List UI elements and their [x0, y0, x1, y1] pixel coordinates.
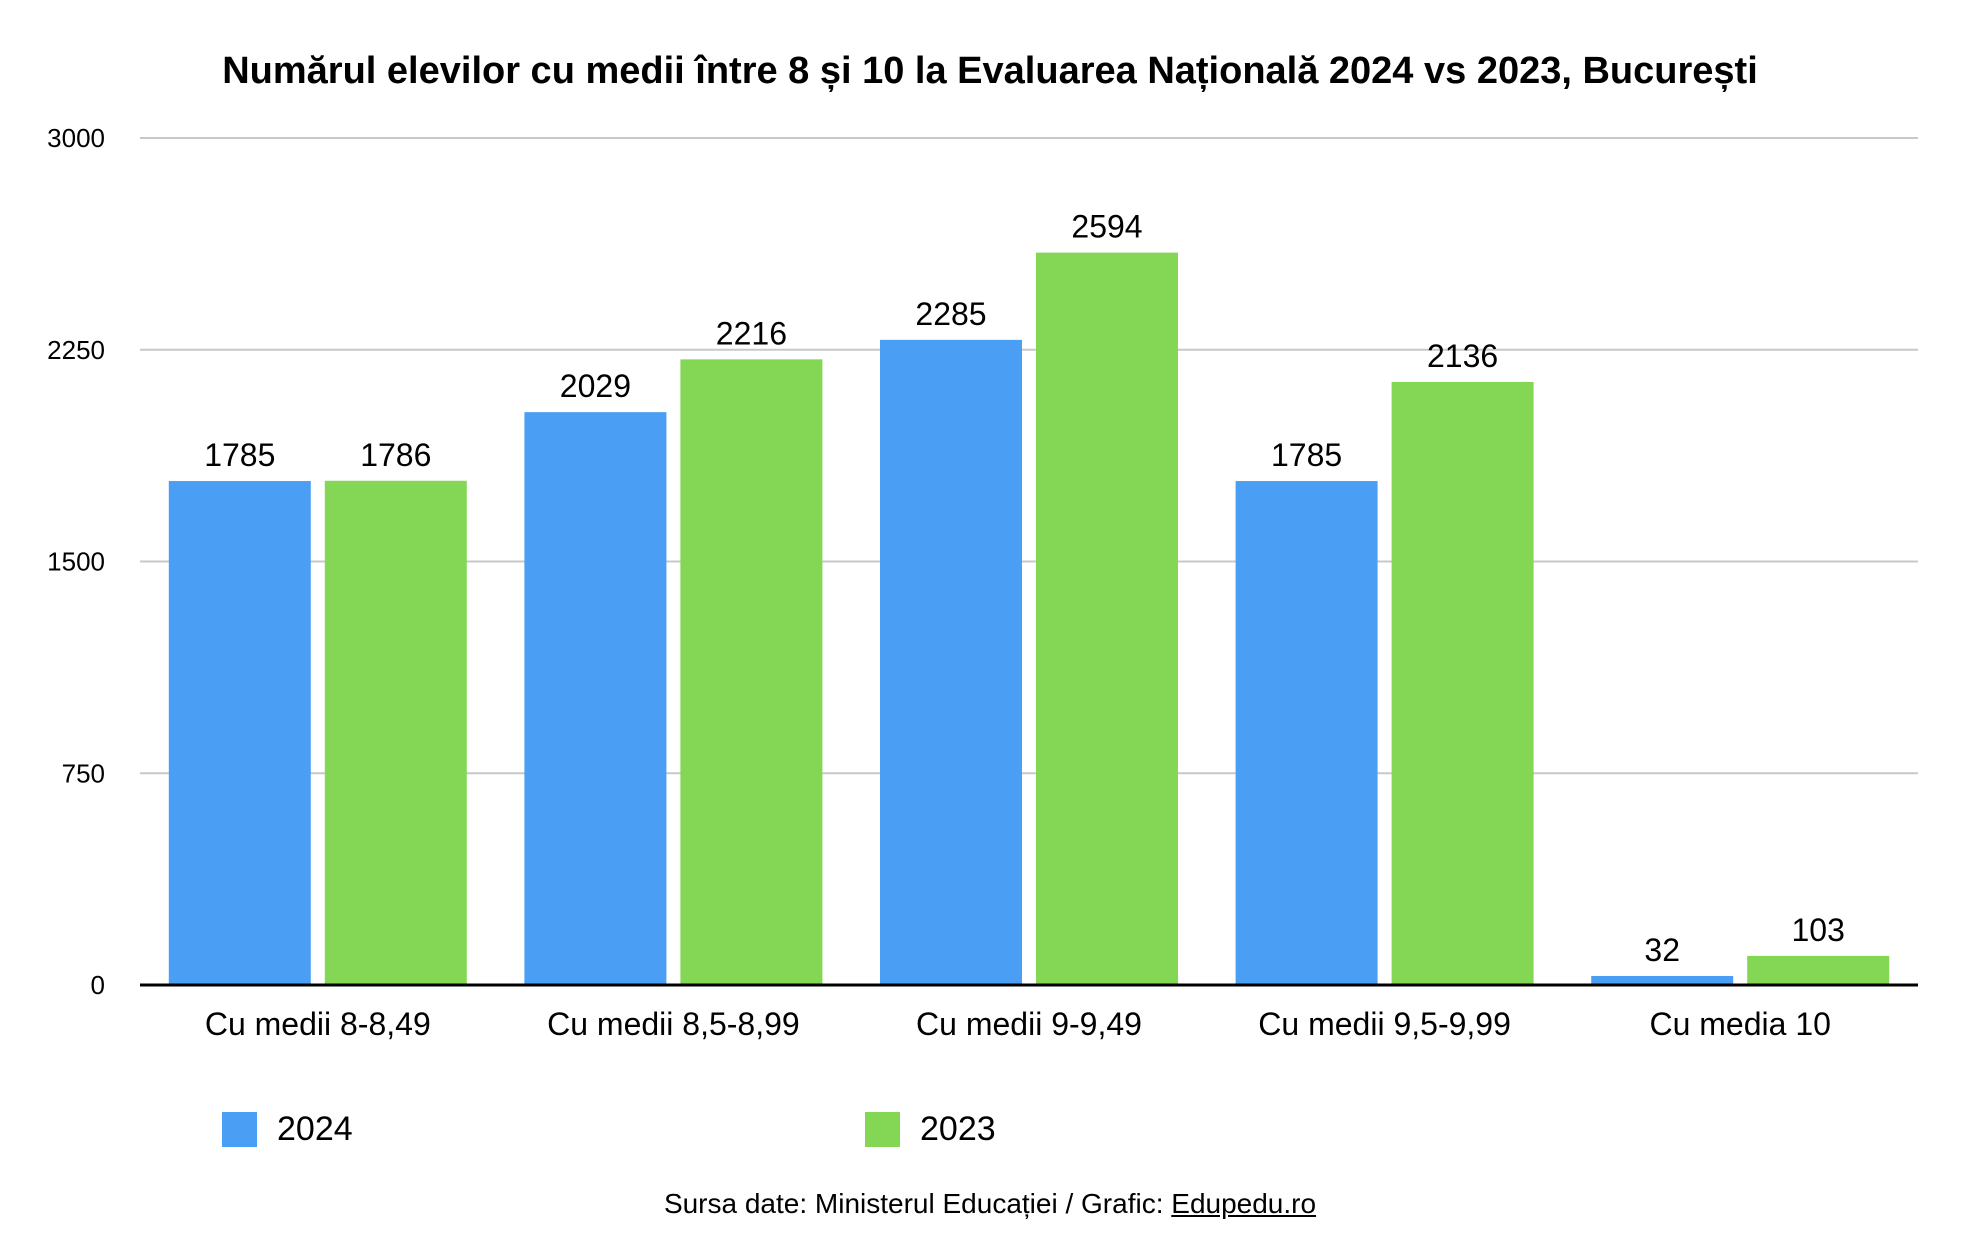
legend-swatch-2024	[222, 1112, 257, 1147]
y-tick-label: 0	[91, 970, 105, 1000]
bar-chart: 0 750 1500 2250 3000 1785 1786 2029 2216 2285 259…	[47, 123, 1918, 1042]
legend-item-2023: 2023	[865, 1110, 996, 1149]
legend-label-2024: 2024	[277, 1110, 353, 1148]
data-label-2024: 1785	[1271, 437, 1342, 473]
bar-2024	[524, 412, 667, 986]
x-tick-label: Cu medii 9-9,49	[916, 1006, 1142, 1042]
chart-title: Numărul elevilor cu medii între 8 și 10 …	[222, 50, 1758, 92]
data-label-2024: 1785	[204, 437, 275, 473]
bar-2023	[680, 359, 823, 985]
bar-2023	[1391, 381, 1534, 985]
data-label-2024: 2029	[560, 368, 631, 404]
data-label-2024: 32	[1644, 932, 1680, 968]
data-label-2023: 2216	[716, 315, 787, 351]
legend-label-2023: 2023	[920, 1110, 996, 1148]
y-tick-label: 2250	[47, 335, 105, 365]
data-label-2023: 1786	[360, 437, 431, 473]
legend: 2024 2023	[0, 1110, 1980, 1160]
y-axis-ticks: 0 750 1500 2250 3000	[47, 123, 105, 1000]
x-axis-ticks: Cu medii 8-8,49 Cu medii 8,5-8,99 Cu medii…	[205, 1006, 1831, 1042]
data-label-2023: 2594	[1071, 209, 1142, 245]
data-label-2023: 2136	[1427, 338, 1498, 374]
x-tick-label: Cu medii 8,5-8,99	[547, 1006, 800, 1042]
bar-2023	[1036, 252, 1178, 986]
legend-item-2024: 2024	[222, 1110, 353, 1149]
data-label-2023: 103	[1792, 912, 1845, 948]
bar-2023	[1747, 955, 1890, 985]
x-tick-label: Cu medii 8-8,49	[205, 1006, 431, 1042]
source-text: Sursa date: Ministerul Educației / Grafi…	[663, 1188, 1172, 1219]
x-tick-label: Cu media 10	[1649, 1006, 1830, 1042]
x-tick-label: Cu medii 9,5-9,99	[1258, 1006, 1511, 1042]
source-link[interactable]: Edupedu.ro	[1171, 1188, 1317, 1219]
data-label-2024: 2285	[915, 296, 986, 332]
source-note: Sursa date: Ministerul Educației / Grafi…	[0, 1188, 1980, 1220]
bar-2024	[168, 481, 311, 985]
bar-2024	[1591, 975, 1734, 985]
y-tick-label: 3000	[47, 123, 105, 153]
data-labels: 1785 1786 2029 2216 2285 2594 1785 2136 32 103	[204, 209, 1845, 968]
bar-2024	[1235, 481, 1378, 985]
legend-swatch-2023	[865, 1112, 900, 1147]
bar-2024	[880, 339, 1022, 985]
y-tick-label: 1500	[47, 547, 105, 577]
y-tick-label: 750	[62, 758, 105, 788]
bar-2023	[324, 480, 467, 985]
bars	[168, 252, 1890, 986]
